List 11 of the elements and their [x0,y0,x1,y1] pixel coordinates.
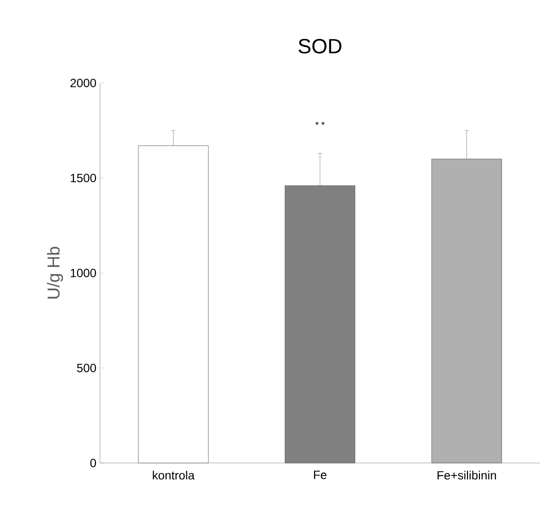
chart-title: SOD [298,38,342,54]
x-tick-label: Fe [314,470,326,480]
x-tick-label: Fe+silibinin [438,470,496,480]
y-tick-label: 500 [77,364,96,372]
y-tick-label: 1000 [70,268,96,278]
y-tick-label: 1500 [70,174,96,182]
x-tick-label: kontrola [152,470,195,480]
y-axis-title: U/g Hb [46,246,64,298]
y-tick-label: 2000 [70,78,96,88]
y-tick-label: 0 [90,458,96,468]
annotation: * * [315,122,325,125]
